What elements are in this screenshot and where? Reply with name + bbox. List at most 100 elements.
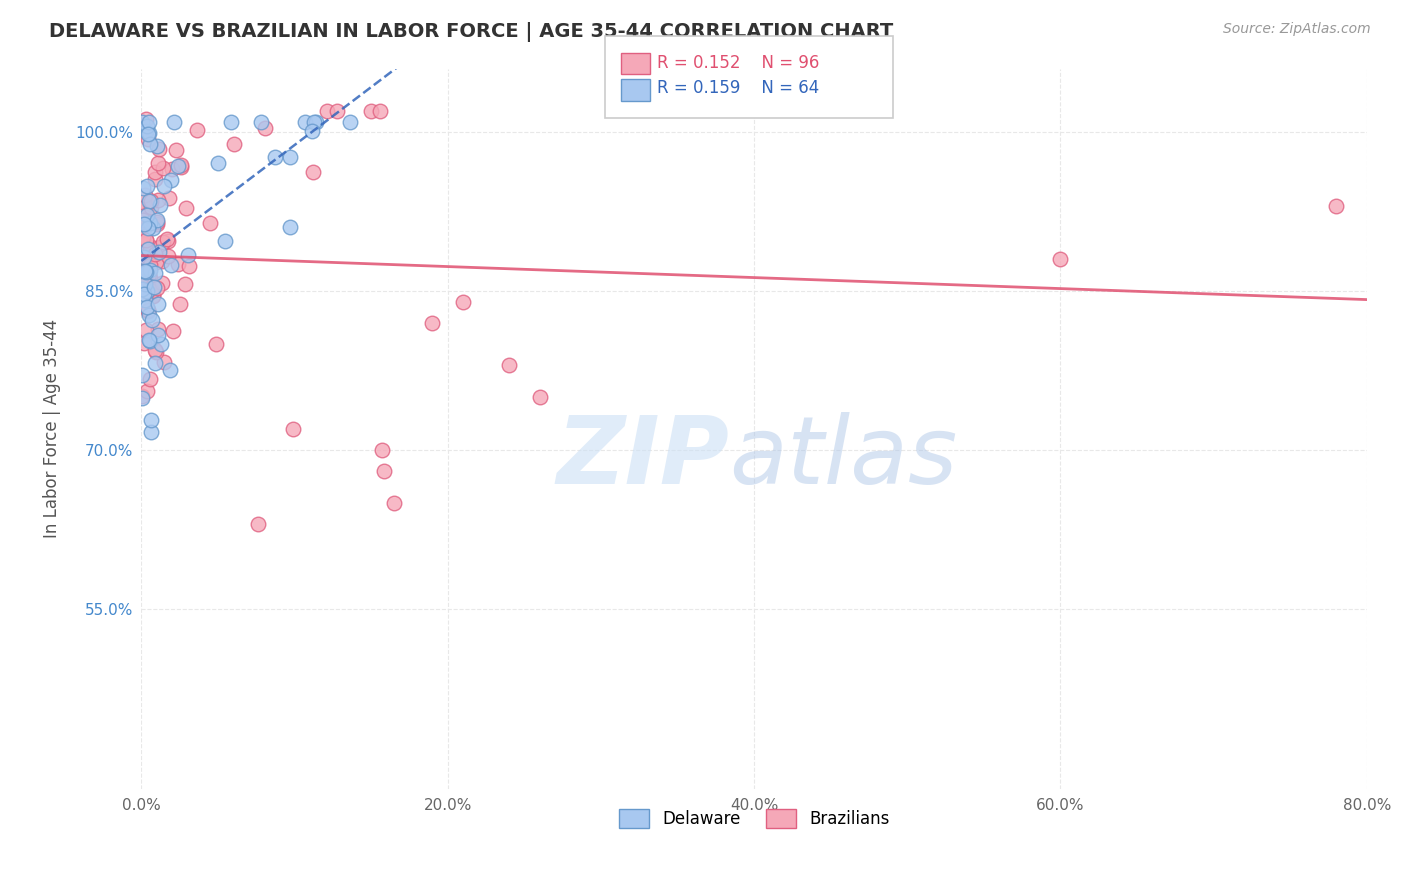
Point [294,114,316,128]
Point [167,257,190,271]
Text: ZIP: ZIP [557,412,730,504]
Point [278,150,301,164]
Point [368,103,391,118]
Point [163,114,186,128]
Point [131,389,153,403]
Point [316,103,339,118]
Point [157,191,180,205]
Point [135,233,157,247]
Point [136,284,159,298]
Point [253,120,276,135]
Point [219,114,242,128]
Point [136,211,159,225]
Point [222,136,245,151]
Point [138,137,160,152]
Point [382,496,405,510]
Point [134,277,156,291]
Point [132,200,155,214]
Text: atlas: atlas [730,412,957,503]
Point [145,255,167,269]
Point [135,179,157,194]
Point [134,187,156,202]
Text: R = 0.152    N = 96: R = 0.152 N = 96 [657,54,818,72]
Point [305,114,328,128]
Point [132,214,155,228]
Point [141,312,163,326]
Point [148,142,170,156]
Point [146,213,169,227]
Point [134,287,156,301]
Point [132,180,155,194]
Point [160,162,183,177]
Point [1049,252,1071,267]
Point [174,201,197,215]
Point [134,222,156,236]
Point [150,254,173,268]
Point [156,249,179,263]
Point [139,201,162,215]
Point [132,236,155,251]
Point [131,368,153,383]
Point [146,194,169,208]
Point [136,250,159,264]
Point [451,294,474,309]
Point [139,194,162,208]
Point [139,334,162,349]
Point [138,271,160,285]
Point [301,165,323,179]
Point [138,302,160,317]
Point [146,139,169,153]
Point [149,198,172,212]
Point [143,343,166,357]
Point [143,247,166,261]
Point [135,199,157,213]
Point [326,103,349,118]
Point [134,243,156,257]
Point [249,114,271,128]
Point [138,264,160,278]
Point [157,234,180,248]
Point [131,282,153,296]
Point [135,323,157,337]
Point [138,194,160,209]
Point [498,359,520,373]
Point [139,425,162,439]
Point [142,287,165,301]
Point [152,178,174,193]
Point [135,233,157,247]
Point [529,390,551,404]
Point [278,219,301,234]
Point [141,285,163,299]
Point [135,112,157,126]
Point [135,262,157,277]
Point [165,143,187,157]
Point [360,103,382,118]
Point [148,245,170,260]
Point [139,240,162,254]
Point [135,208,157,222]
Point [134,264,156,278]
Point [371,443,394,458]
Point [134,293,156,308]
Point [170,160,193,174]
Point [132,336,155,351]
Point [169,297,191,311]
Point [131,281,153,295]
Point [135,384,157,399]
Point [152,161,174,175]
Point [207,156,229,170]
Point [177,247,200,261]
Legend: Delaware, Brazilians: Delaware, Brazilians [612,803,896,835]
Point [146,214,169,228]
Point [132,230,155,244]
Point [1324,199,1347,213]
Point [139,372,162,386]
Point [131,391,153,405]
Point [422,316,444,330]
Point [132,217,155,231]
Point [138,333,160,347]
Point [143,267,166,281]
Point [148,322,170,336]
Point [302,114,325,128]
Point [159,173,181,187]
